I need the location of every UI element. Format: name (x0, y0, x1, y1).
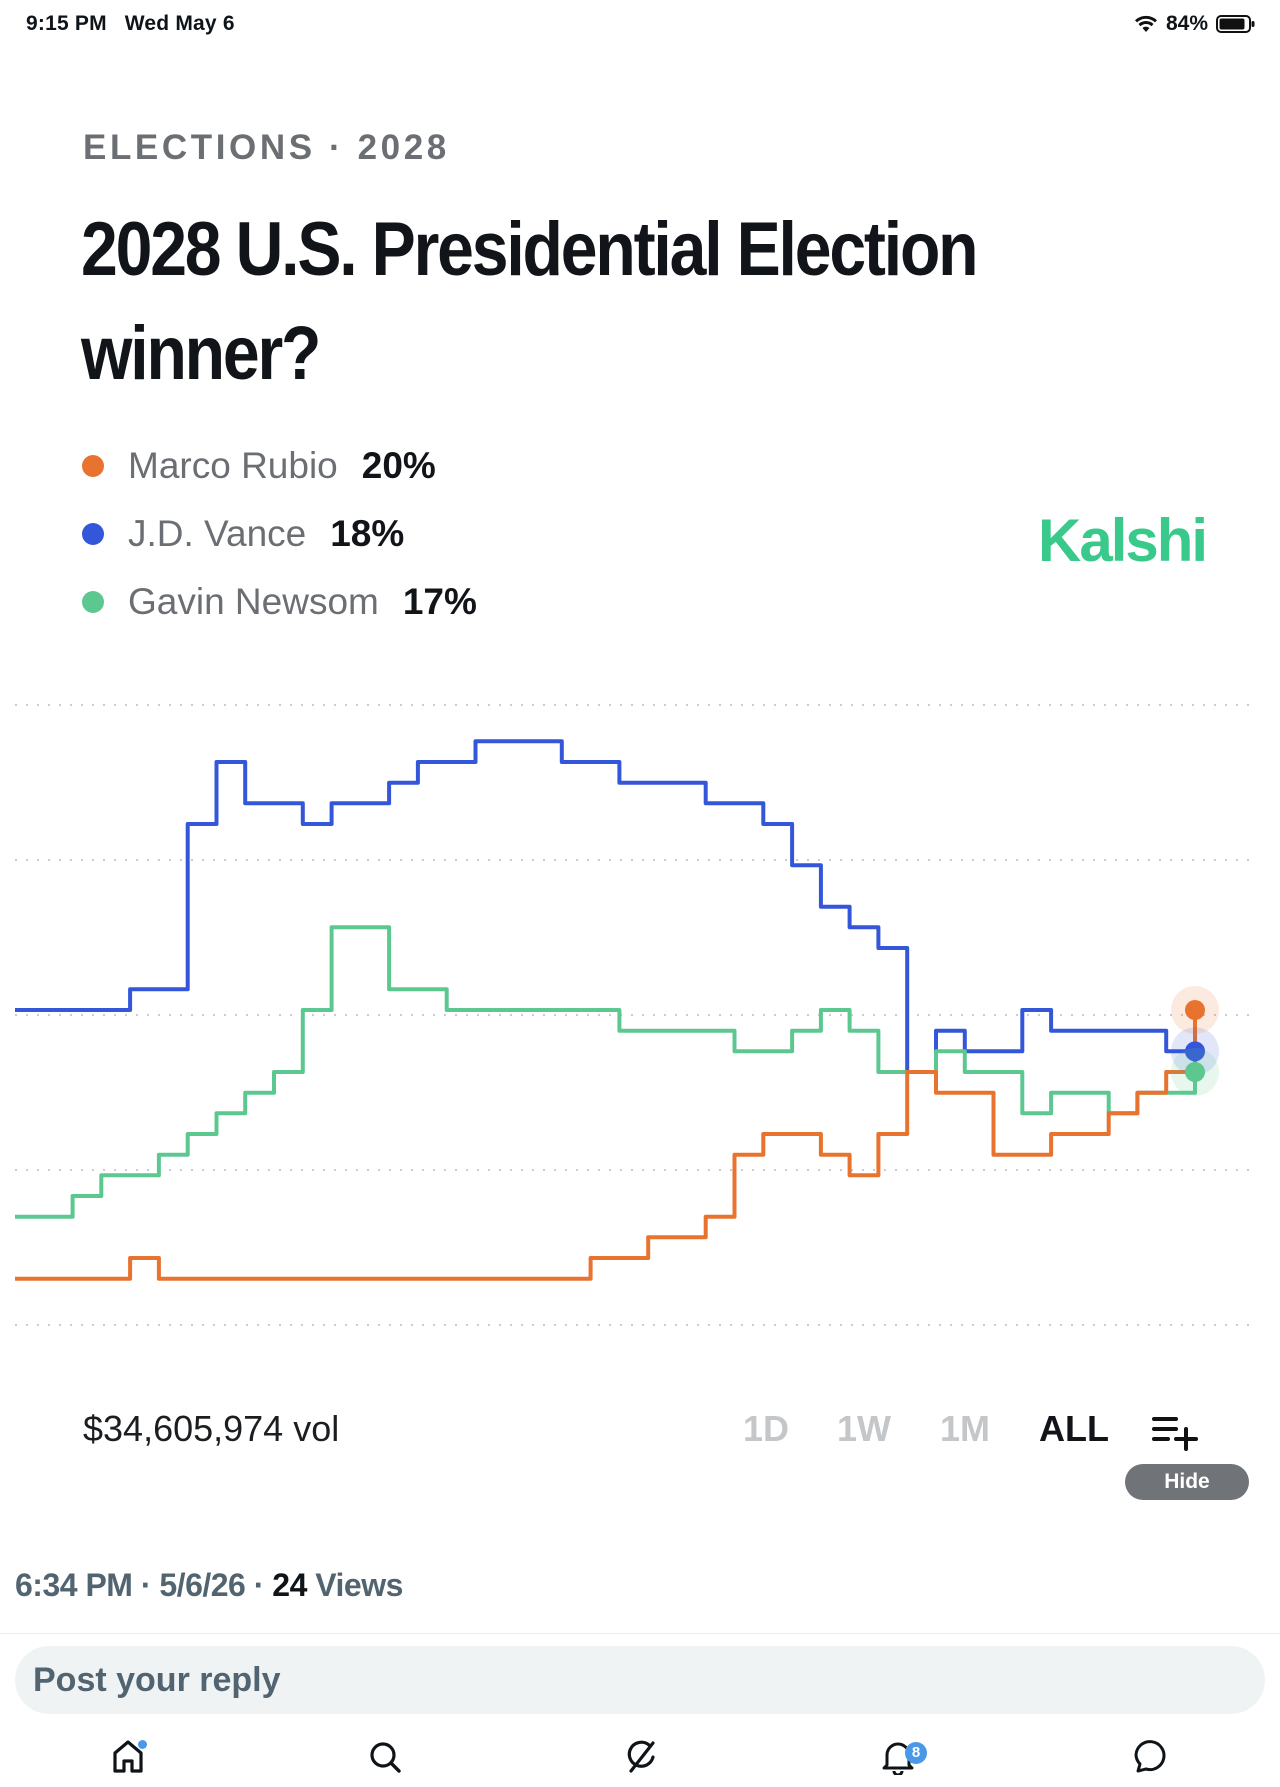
range-all-button[interactable]: ALL (1039, 1408, 1109, 1449)
legend-pct-vance: 18% (330, 513, 405, 554)
legend-name-rubio: Marco Rubio (128, 445, 338, 486)
home-icon[interactable] (110, 1735, 146, 1775)
status-indicators: 84% (1134, 12, 1256, 36)
reply-input[interactable] (15, 1646, 1265, 1714)
series-line-marco-rubio (15, 1010, 1197, 1281)
series-line-j-d-vance (15, 739, 1195, 1074)
legend-item-rubio: Marco Rubio 20% (82, 445, 436, 486)
bottom-tab-bar (0, 1735, 1280, 1787)
divider (0, 1633, 1280, 1634)
post-date: 5/6/26 (159, 1567, 246, 1603)
add-to-list-icon[interactable] (1150, 1413, 1200, 1453)
price-history-chart[interactable] (0, 690, 1280, 1350)
legend-dot-vance (82, 523, 104, 545)
post-meta: 6:34 PM · 5/6/26 · 24 Views (15, 1567, 403, 1603)
time-range-selector: 1D 1W 1M ALL (0, 1408, 1280, 1458)
series-line-gavin-newsom (15, 925, 1197, 1219)
search-icon[interactable] (366, 1735, 406, 1775)
grok-icon[interactable] (621, 1735, 661, 1775)
legend-pct-rubio: 20% (361, 445, 436, 486)
status-time: 9:15 PM (26, 12, 107, 35)
legend-name-vance: J.D. Vance (128, 513, 307, 554)
kalshi-logo: Kalshi (1038, 507, 1208, 574)
endpoint-dot-marco-rubio (1185, 1000, 1205, 1020)
endpoint-dot-j-d-vance (1185, 1041, 1205, 1062)
wifi-icon (1134, 15, 1157, 32)
post-time: 6:34 PM (15, 1567, 133, 1603)
status-date: Wed May 6 (124, 12, 235, 35)
battery-icon (1216, 15, 1255, 33)
legend-name-newsom: Gavin Newsom (128, 581, 379, 622)
battery-percent: 84% (1165, 12, 1208, 35)
market-volume: $34,605,974 vol (83, 1408, 340, 1449)
notifications-badge: 8 (905, 1742, 927, 1764)
market-title: 2028 U.S. Presidential Election winner? (81, 207, 979, 396)
legend-dot-rubio (82, 455, 104, 477)
chart-grid (15, 704, 1255, 1326)
legend-pct-newsom: 17% (402, 581, 477, 622)
legend-dot-newsom (82, 591, 104, 613)
market-category: ELECTIONS · 2028 (83, 128, 450, 167)
endpoint-dot-gavin-newsom (1185, 1062, 1205, 1082)
range-1w-button[interactable]: 1W (837, 1408, 891, 1449)
chart-series-lines (15, 739, 1197, 1281)
range-1m-button[interactable]: 1M (940, 1408, 991, 1449)
messages-icon[interactable] (1130, 1735, 1170, 1775)
range-1d-button[interactable]: 1D (743, 1408, 790, 1449)
views-count: 24 (272, 1567, 307, 1603)
status-bar: 9:15 PM Wed May 6 84% (0, 0, 1280, 52)
legend-item-vance: J.D. Vance 18% (82, 513, 405, 554)
hide-button[interactable]: Hide (1125, 1464, 1249, 1500)
status-time-date: 9:15 PM Wed May 6 (26, 12, 235, 36)
chart-endpoints (1171, 986, 1219, 1096)
home-unread-dot (138, 1740, 147, 1749)
views-label[interactable]: Views (315, 1567, 403, 1603)
legend-item-newsom: Gavin Newsom 17% (82, 581, 477, 622)
